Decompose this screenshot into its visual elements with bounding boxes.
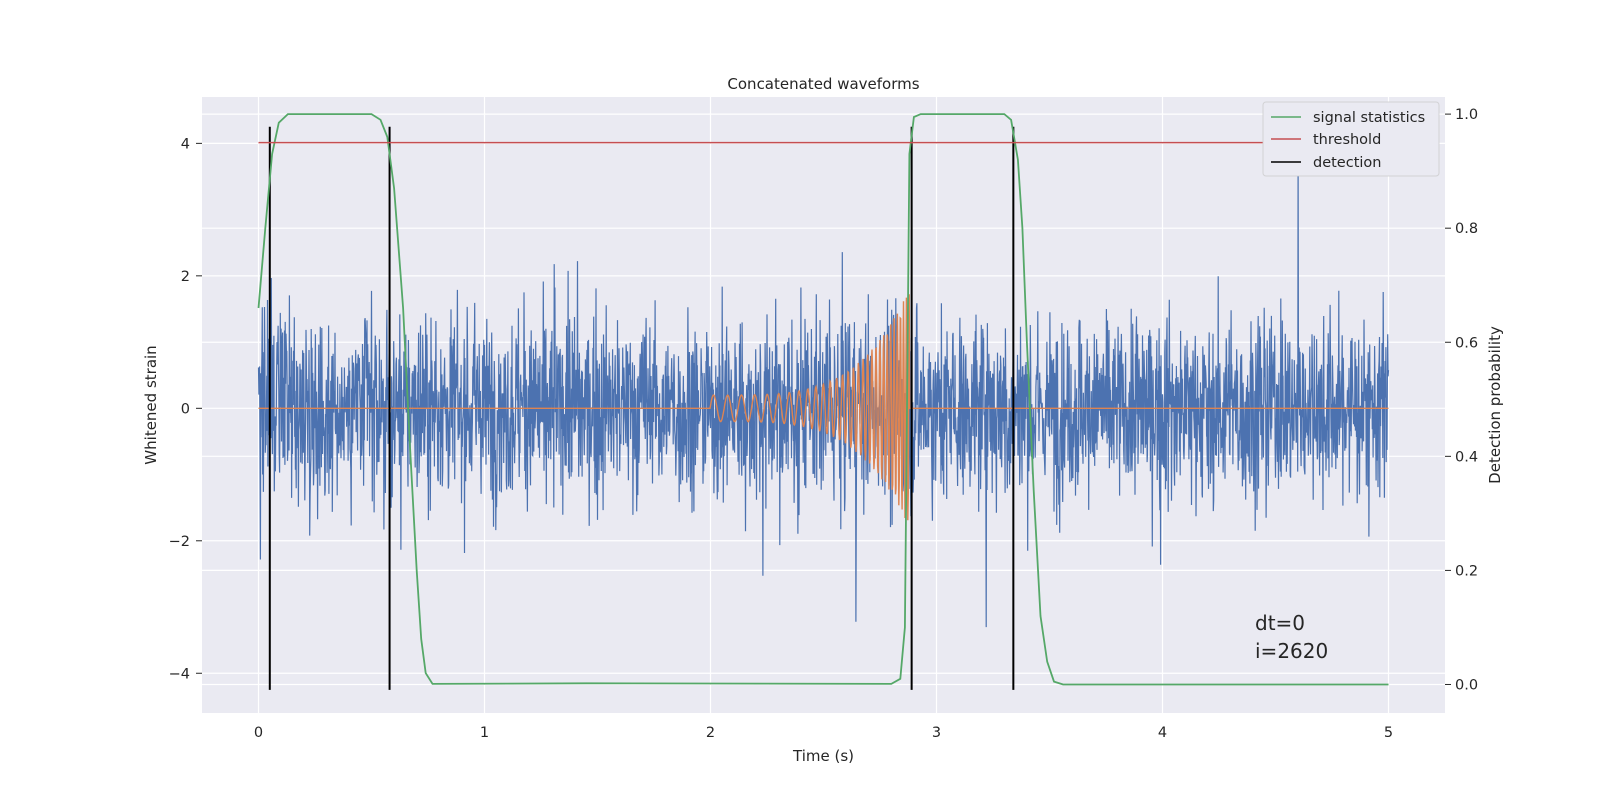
y-right-tick-label: 0.8 <box>1455 221 1478 237</box>
y-left-tick-label: −2 <box>169 534 190 550</box>
y-right-tick-label: 0.0 <box>1455 677 1478 693</box>
x-tick-label: 5 <box>1384 725 1393 741</box>
y-left-tick-label: 4 <box>181 136 190 152</box>
axis-ticks: 0 1 2 3 4 5 −4 −2 0 2 4 0.0 0.2 0.4 0.6 0.8 1.0 <box>169 107 1478 741</box>
annotation-i: i=2620 <box>1255 639 1328 663</box>
legend-label-threshold: threshold <box>1313 132 1381 148</box>
legend-label-signal-statistics: signal statistics <box>1313 110 1425 126</box>
legend-box <box>1262 101 1440 177</box>
signal-statistics-line <box>257 113 1389 686</box>
chirp-series <box>258 294 1389 521</box>
y-right-tick-label: 1.0 <box>1455 107 1478 123</box>
annotation-dt: dt=0 <box>1255 611 1305 635</box>
x-tick-label: 2 <box>706 725 715 741</box>
y-left-tick-label: 0 <box>181 401 190 417</box>
x-tick-label: 0 <box>254 725 263 741</box>
y-left-tick-label: −4 <box>169 666 190 682</box>
y-right-tick-label: 0.6 <box>1455 335 1478 351</box>
chirp-trace <box>258 294 1389 521</box>
x-tick-label: 4 <box>1158 725 1167 741</box>
y-axis-label-right: Detection probability <box>1486 326 1504 484</box>
chart-title: Concatenated waveforms <box>727 75 919 93</box>
y-right-tick-label: 0.4 <box>1455 449 1478 465</box>
y-right-tick-label: 0.2 <box>1455 563 1478 579</box>
y-axis-label-left: Whitened strain <box>142 345 160 464</box>
detection-lines <box>268 126 1015 690</box>
signal-statistics-series <box>257 113 1389 686</box>
legend: signal statistics threshold detection <box>1262 101 1440 177</box>
x-axis-label: Time (s) <box>792 747 854 765</box>
x-tick-label: 3 <box>932 725 941 741</box>
legend-label-detection: detection <box>1313 155 1381 171</box>
x-tick-label: 1 <box>480 725 489 741</box>
y-left-tick-label: 2 <box>181 269 190 285</box>
